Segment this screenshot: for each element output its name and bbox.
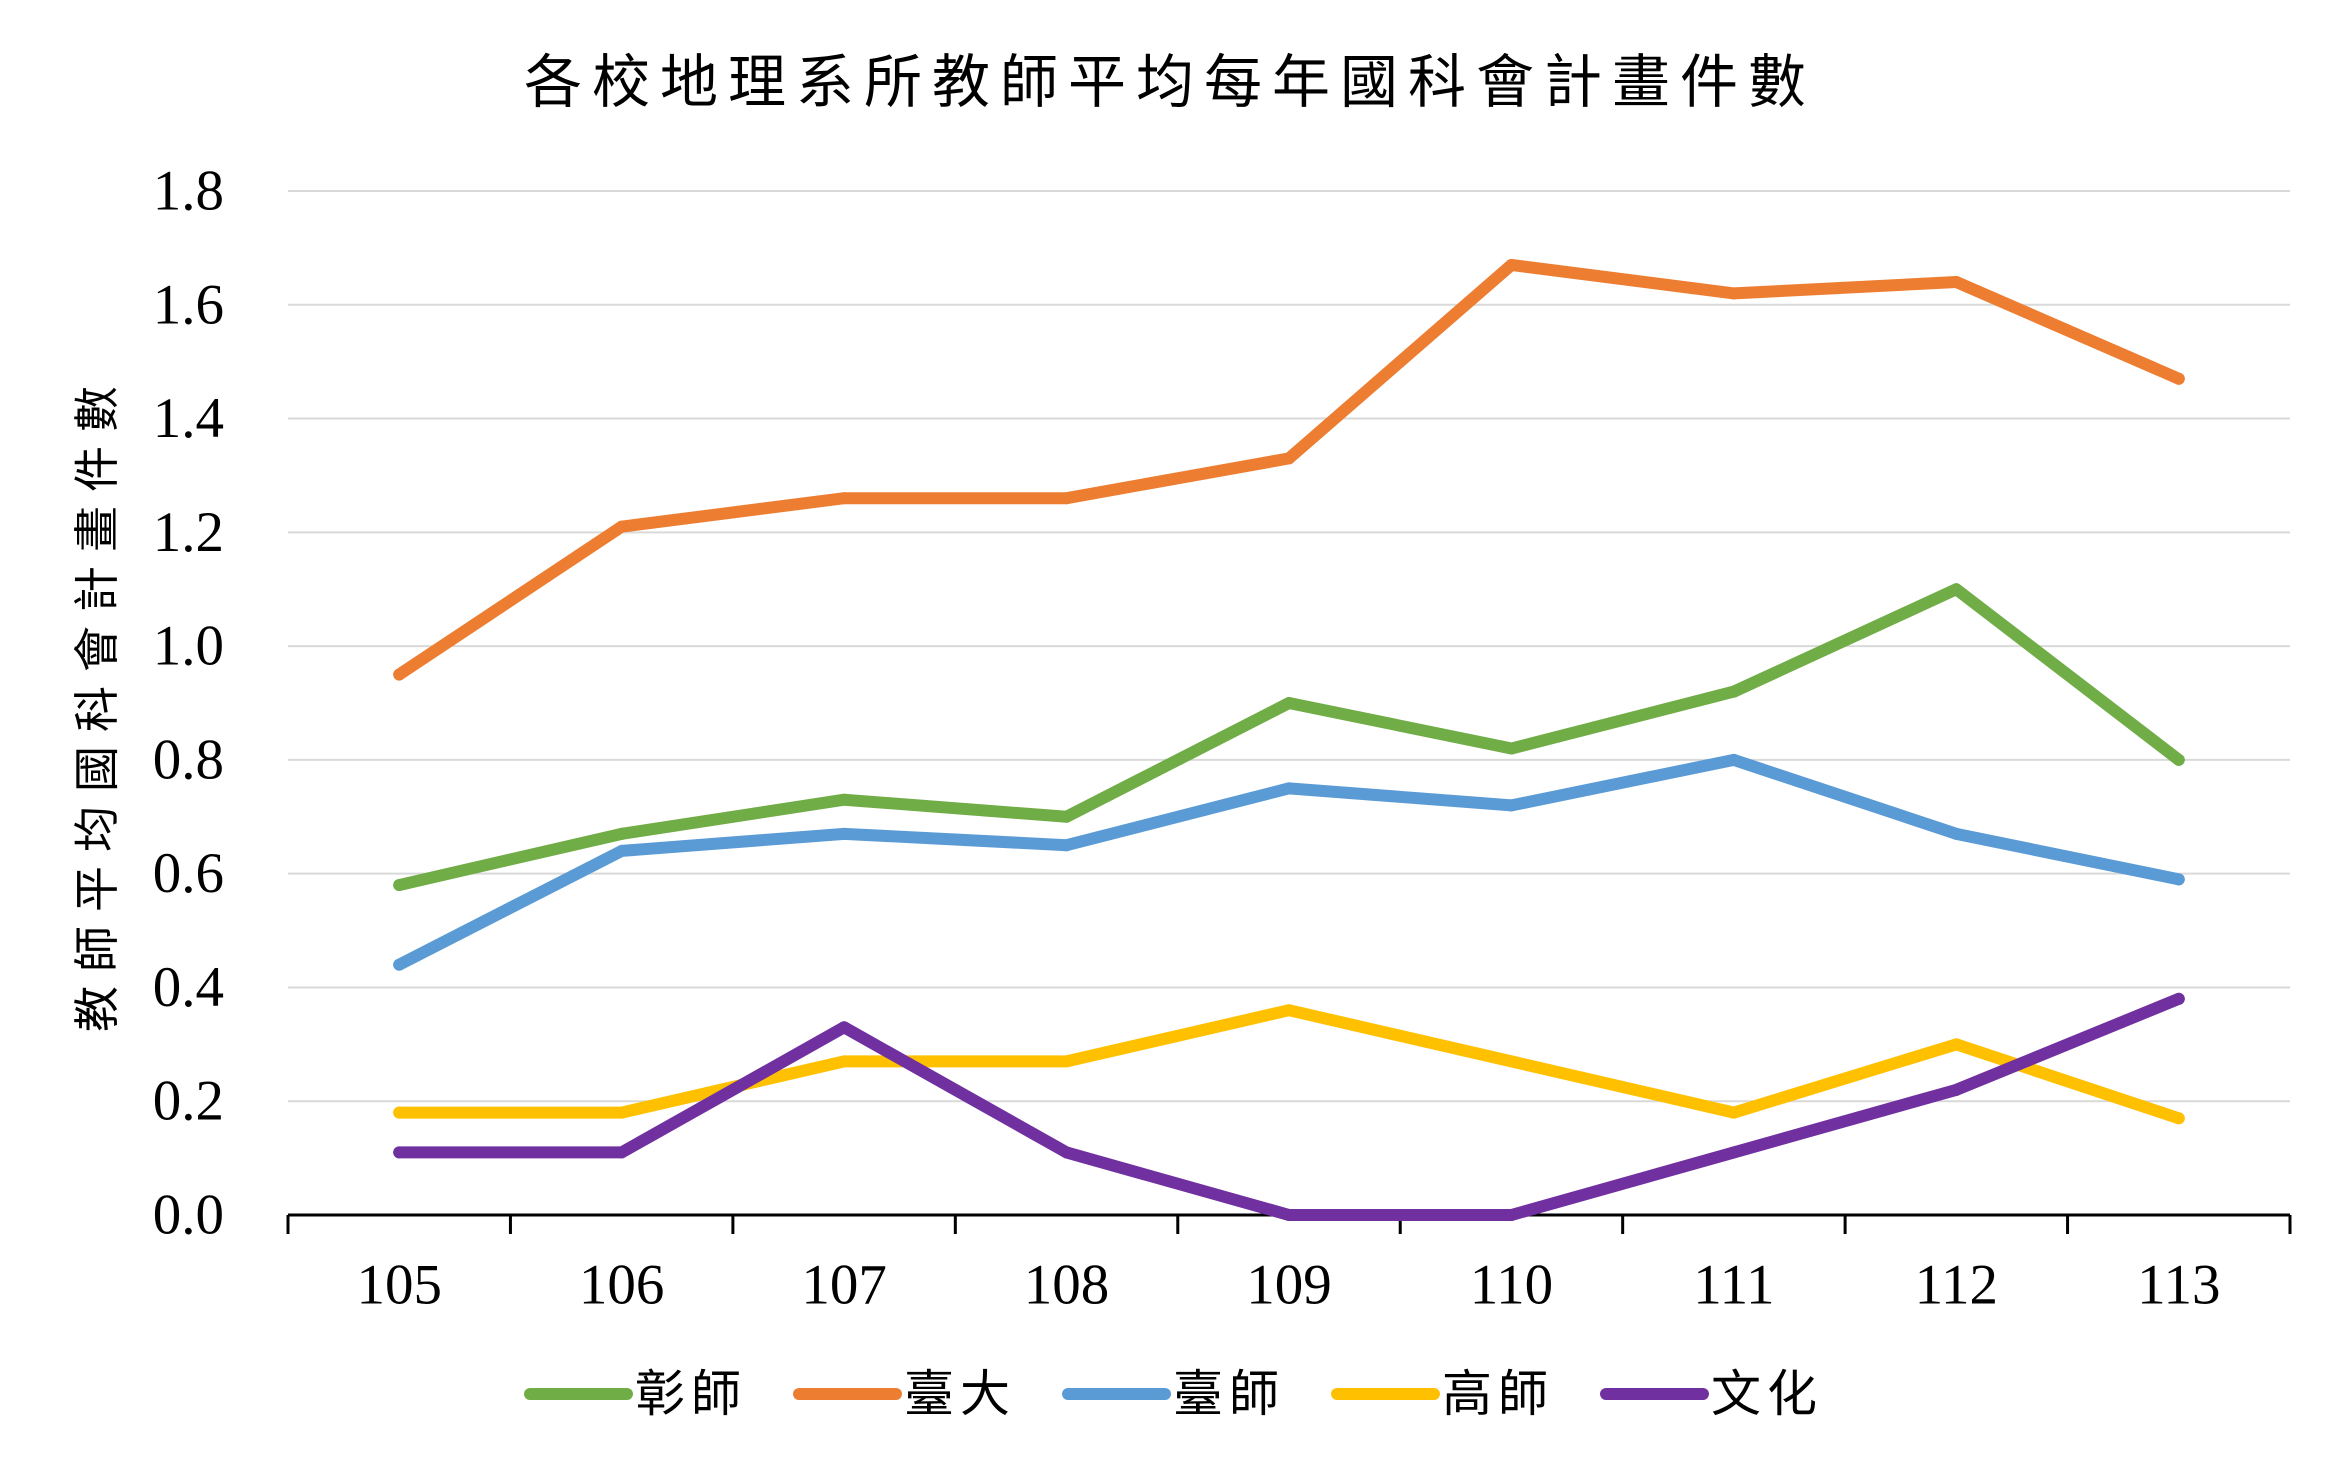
- legend-item: 臺大: [793, 1365, 1016, 1423]
- data-point: [1727, 685, 1740, 698]
- data-point: [615, 1106, 628, 1119]
- y-tick-label: 1.2: [153, 501, 224, 564]
- data-point: [1950, 1083, 1963, 1096]
- series-3: [393, 753, 2185, 971]
- y-axis-title: 教師平均國科會計畫件數: [70, 372, 124, 1032]
- legend: 彰師 臺大 臺師 高師 文化: [524, 1365, 1823, 1423]
- data-point: [1727, 1106, 1740, 1119]
- data-point: [838, 1021, 851, 1034]
- data-point: [838, 827, 851, 840]
- x-tick-label: 108: [1024, 1254, 1110, 1317]
- data-point: [2172, 753, 2185, 766]
- data-point: [2172, 992, 2185, 1005]
- data-point: [1505, 1055, 1518, 1068]
- y-tick-label: 1.0: [153, 615, 224, 678]
- y-tick-label: 0.4: [153, 956, 224, 1019]
- legend-item: 高師: [1331, 1365, 1554, 1423]
- legend-item: 文化: [1600, 1365, 1823, 1423]
- legend-item: 彰師: [524, 1365, 747, 1423]
- data-point: [1060, 1146, 1073, 1159]
- data-point: [838, 492, 851, 505]
- x-tick-label: 111: [1693, 1254, 1774, 1317]
- y-tick-label: 0.8: [153, 728, 224, 791]
- legend-label: 文化: [1711, 1365, 1823, 1423]
- data-point: [2172, 873, 2185, 886]
- data-point: [1950, 583, 1963, 596]
- y-tick-label: 1.6: [153, 273, 224, 336]
- y-tick-label: 0.0: [153, 1184, 224, 1247]
- y-tick-label: 0.6: [153, 842, 224, 905]
- series-4: [393, 1004, 2185, 1125]
- data-point: [1283, 782, 1295, 795]
- legend-label: 高師: [1442, 1365, 1554, 1423]
- data-point: [1283, 1004, 1295, 1017]
- series-2: [393, 258, 2185, 681]
- x-tick-label: 113: [2137, 1254, 2220, 1317]
- data-point: [838, 793, 851, 806]
- data-point: [1505, 742, 1518, 755]
- x-tick-label: 106: [579, 1254, 665, 1317]
- legend-label: 臺師: [1173, 1365, 1285, 1423]
- chart-title: 各校地理系所教師平均每年國科會計畫件數: [524, 48, 1816, 116]
- data-point: [393, 958, 406, 971]
- series-5: [393, 992, 2185, 1221]
- data-point: [615, 844, 628, 857]
- data-point: [615, 1146, 628, 1159]
- data-point: [1505, 258, 1518, 271]
- x-tick-label: 110: [1470, 1254, 1553, 1317]
- y-tick-label: 1.8: [153, 160, 224, 223]
- data-point: [1727, 753, 1740, 766]
- x-tick-label: 107: [801, 1254, 887, 1317]
- data-point: [1727, 1146, 1740, 1159]
- data-point: [393, 1106, 406, 1119]
- data-point: [1505, 1209, 1518, 1221]
- series-line: [393, 583, 2185, 892]
- data-point: [1283, 452, 1295, 465]
- data-point: [615, 520, 628, 533]
- data-point: [1950, 276, 1963, 289]
- x-axis: 105 106 107 108 109 110 111 112 113: [286, 1213, 2292, 1317]
- data-point: [2172, 1112, 2185, 1125]
- data-point: [1060, 492, 1073, 505]
- data-point: [393, 879, 406, 892]
- data-point: [1060, 810, 1073, 823]
- data-point: [1283, 1209, 1295, 1221]
- data-point: [615, 827, 628, 840]
- data-point: [393, 1146, 406, 1159]
- x-tick-label: 112: [1915, 1254, 1998, 1317]
- legend-item: 臺師: [1062, 1365, 1285, 1423]
- data-point: [1283, 697, 1295, 709]
- y-tick-label: 1.4: [153, 387, 224, 450]
- data-point: [2172, 372, 2185, 385]
- legend-label: 臺大: [904, 1365, 1016, 1423]
- y-tick-label: 0.2: [153, 1070, 224, 1133]
- data-point: [1060, 839, 1073, 852]
- legend-label: 彰師: [635, 1365, 747, 1423]
- data-point: [838, 1055, 851, 1068]
- y-axis-labels: 0.0 0.2 0.4 0.6 0.8 1.0 1.2 1.4 1.6 1.8: [153, 160, 224, 1247]
- series-lines: [393, 258, 2185, 1221]
- data-point: [1950, 827, 1963, 840]
- data-point: [1505, 799, 1518, 812]
- data-point: [1950, 1038, 1963, 1051]
- data-point: [393, 668, 406, 681]
- series-1: [393, 583, 2185, 892]
- x-tick-label: 109: [1246, 1254, 1332, 1317]
- data-point: [1060, 1055, 1073, 1068]
- data-point: [1727, 287, 1740, 300]
- x-tick-label: 105: [356, 1254, 442, 1317]
